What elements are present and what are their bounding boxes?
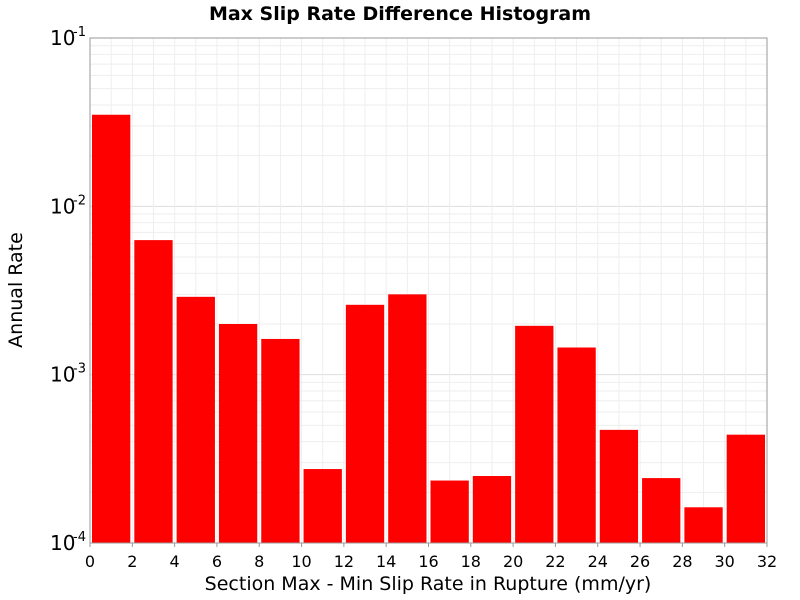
y-tick-label: 10 [50, 194, 75, 218]
y-tick-exponent: -2 [73, 193, 86, 208]
y-tick-exponent: -4 [73, 530, 86, 545]
x-tick-label: 14 [376, 552, 396, 571]
x-tick-label: 26 [630, 552, 650, 571]
histogram-bar [345, 304, 385, 543]
x-tick-label: 2 [127, 552, 137, 571]
x-tick-label: 8 [254, 552, 264, 571]
x-axis-ticks: 0 2 4 6 8 10 12 14 16 18 20 22 24 26 28 30 32 [85, 543, 777, 571]
y-axis-ticks: 10-110-210-310-4 [50, 25, 86, 555]
x-tick-label: 30 [715, 552, 735, 571]
histogram-bar [261, 338, 300, 543]
histogram-bar [726, 434, 765, 543]
histogram-bar [515, 325, 554, 543]
x-axis-label: Section Max - Min Slip Rate in Rupture (… [205, 573, 652, 595]
histogram-bar [684, 507, 723, 543]
x-tick-label: 24 [588, 552, 608, 571]
y-tick-label: 10 [50, 363, 75, 387]
histogram-bar [92, 114, 131, 544]
x-tick-label: 6 [212, 552, 222, 571]
bars [92, 114, 765, 544]
x-tick-label: 32 [757, 552, 777, 571]
x-tick-label: 22 [545, 552, 565, 571]
histogram-bar [557, 347, 596, 543]
x-tick-label: 28 [672, 552, 692, 571]
histogram-bar [599, 429, 639, 543]
x-tick-label: 4 [170, 552, 180, 571]
histogram-bar [218, 323, 258, 543]
x-tick-label: 16 [418, 552, 438, 571]
histogram-bar [176, 296, 215, 543]
x-tick-label: 12 [334, 552, 354, 571]
y-tick-label: 10 [50, 26, 75, 50]
x-tick-label: 20 [503, 552, 523, 571]
histogram-bar [134, 240, 173, 543]
histogram-bar [388, 294, 427, 543]
y-tick-label: 10 [50, 531, 75, 555]
histogram-bar [303, 469, 342, 543]
chart-title: Max Slip Rate Difference Histogram [209, 3, 591, 25]
y-tick-exponent: -1 [73, 25, 86, 40]
histogram-bar [642, 478, 681, 543]
y-axis-label: Annual Rate [5, 232, 27, 348]
histogram-bar [472, 476, 512, 543]
histogram-bar [430, 480, 469, 543]
y-tick-exponent: -3 [73, 362, 86, 377]
x-tick-label: 18 [461, 552, 481, 571]
x-tick-label: 10 [291, 552, 311, 571]
x-tick-label: 0 [85, 552, 95, 571]
